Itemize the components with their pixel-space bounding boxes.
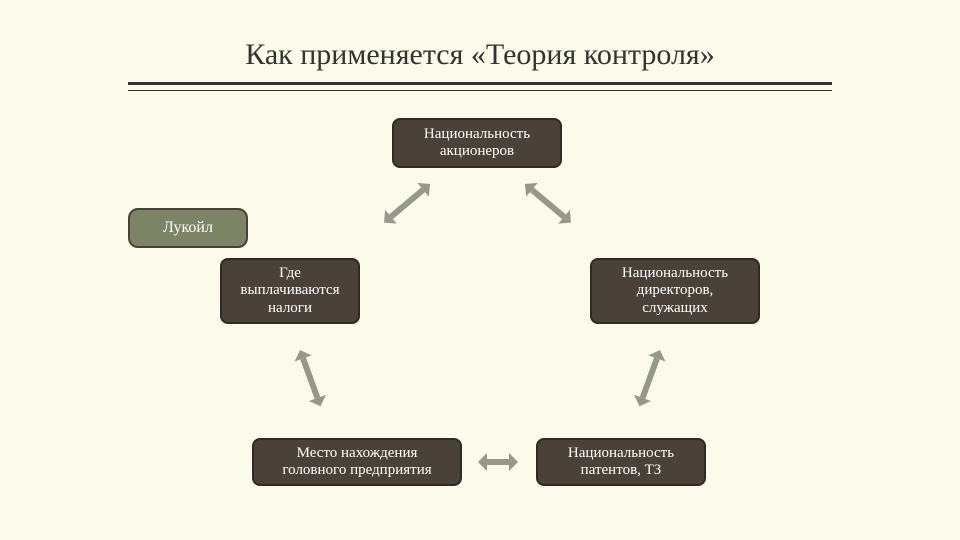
node-lukoil-label: Лукойл (163, 219, 213, 237)
node-left-label: Гдевыплачиваютсяналоги (240, 265, 339, 317)
rule-thin (128, 90, 832, 91)
slide-title: Как применяется «Теория контроля» (0, 38, 960, 72)
rule-thick (128, 82, 832, 85)
slide: Как применяется «Теория контроля» Национ… (0, 0, 960, 540)
arrow-top-to-left (384, 184, 430, 223)
node-right: Национальностьдиректоров,служащих (590, 258, 760, 324)
node-br-label: Национальностьпатентов, ТЗ (568, 445, 674, 480)
node-top-label: Национальностьакционеров (424, 126, 530, 161)
node-lukoil: Лукойл (128, 208, 248, 248)
node-bottom-left: Место нахожденияголовного предприятия (252, 438, 462, 486)
node-top: Национальностьакционеров (392, 118, 562, 168)
node-right-label: Национальностьдиректоров,служащих (622, 265, 728, 317)
arrow-left-to-bl (300, 350, 321, 406)
arrow-right-to-br (639, 350, 660, 406)
arrow-top-to-right (525, 184, 571, 223)
node-left: Гдевыплачиваютсяналоги (220, 258, 360, 324)
node-bottom-right: Национальностьпатентов, ТЗ (536, 438, 706, 486)
node-bl-label: Место нахожденияголовного предприятия (282, 445, 431, 480)
